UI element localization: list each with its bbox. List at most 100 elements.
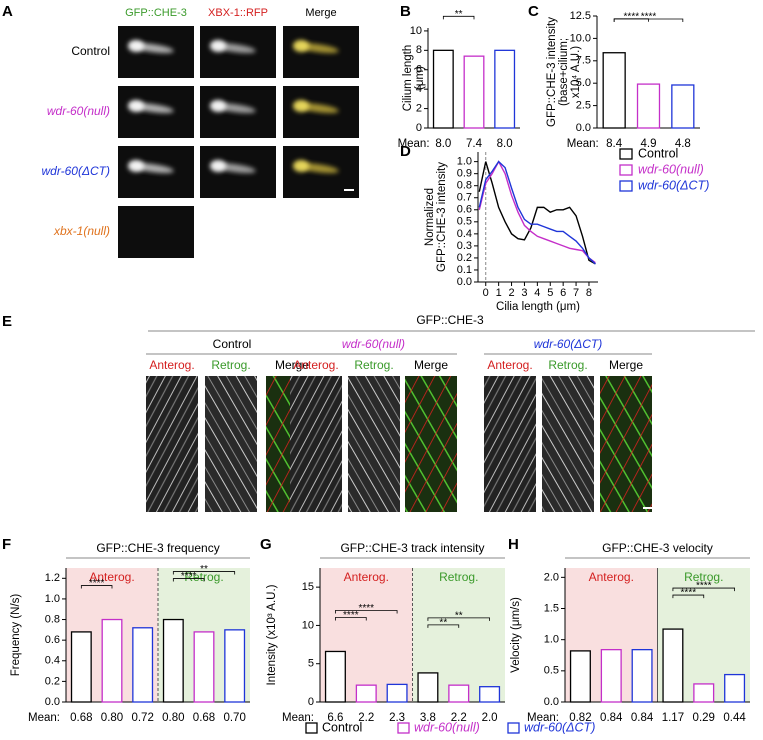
significance-label: ** bbox=[455, 611, 463, 622]
y-tick-label: 0.2 bbox=[45, 675, 60, 687]
y-tick-label: 1.5 bbox=[544, 602, 559, 614]
kymograph bbox=[484, 376, 536, 512]
bar bbox=[70, 631, 92, 703]
mean-value: 3.8 bbox=[420, 712, 436, 724]
legend-label: wdr-60(null) bbox=[638, 162, 704, 176]
mean-value: 0.29 bbox=[693, 712, 715, 724]
y-tick-label: 4 bbox=[416, 83, 422, 95]
y-tick-label: 0.0 bbox=[45, 696, 60, 708]
kymograph bbox=[146, 376, 198, 512]
legend-swatch bbox=[507, 722, 520, 734]
y-tick-label: 5.0 bbox=[576, 77, 591, 89]
series-line bbox=[478, 161, 596, 265]
x-tick-label: 2 bbox=[508, 287, 514, 299]
bar bbox=[324, 650, 346, 703]
group-label: Anterog. bbox=[344, 570, 389, 584]
mean-value: 8.4 bbox=[606, 138, 623, 150]
significance-label: **** bbox=[343, 610, 359, 621]
significance-label: **** bbox=[681, 588, 697, 599]
y-tick-label: 0.2 bbox=[457, 252, 472, 264]
significance-label: **** bbox=[181, 571, 197, 582]
column-header: Anterog. bbox=[487, 358, 532, 372]
y-tick-label: 0.0 bbox=[544, 696, 559, 708]
mean-value: 0.84 bbox=[631, 712, 654, 724]
kymograph bbox=[348, 376, 400, 512]
bar bbox=[693, 683, 715, 703]
y-tick-label: 1.0 bbox=[457, 156, 472, 168]
x-tick-label: 0 bbox=[483, 287, 489, 299]
legend-swatch bbox=[619, 164, 633, 176]
y-tick-label: 0 bbox=[308, 696, 314, 708]
significance-label: **** bbox=[696, 581, 712, 592]
series-line bbox=[478, 160, 596, 265]
y-tick-label: 1.0 bbox=[45, 593, 60, 605]
mean-value: 0.68 bbox=[193, 712, 215, 724]
bar bbox=[569, 650, 591, 703]
mean-value: 4.8 bbox=[675, 138, 691, 150]
y-tick-label: 0 bbox=[416, 122, 422, 134]
y-tick-label: 0.1 bbox=[457, 264, 472, 276]
mean-value: 0.80 bbox=[101, 712, 123, 724]
mean-value: 0.82 bbox=[569, 712, 591, 724]
bar bbox=[602, 52, 626, 129]
mean-value: 0.84 bbox=[600, 712, 623, 724]
bar bbox=[355, 684, 377, 703]
column-header: Retrog. bbox=[354, 358, 393, 372]
legend-swatch bbox=[397, 722, 410, 734]
x-tick-label: 1 bbox=[496, 287, 502, 299]
y-tick-label: 5 bbox=[308, 658, 314, 670]
kymograph-overlay bbox=[405, 376, 457, 512]
panel-letter: A bbox=[2, 3, 13, 20]
y-axis-label: (base+cilium; bbox=[558, 38, 570, 106]
mean-value: 2.3 bbox=[389, 712, 405, 724]
y-tick-label: 0.8 bbox=[45, 613, 60, 625]
y-tick-label: 0.5 bbox=[457, 216, 472, 228]
bar bbox=[724, 673, 746, 703]
column-header: Retrog. bbox=[211, 358, 250, 372]
legend-label: wdr-60(null) bbox=[414, 720, 480, 734]
panel-letter: E bbox=[2, 313, 12, 330]
row-label: xbx-1(null) bbox=[53, 224, 110, 238]
panel-letter: D bbox=[400, 143, 411, 160]
y-tick-label: 2 bbox=[416, 102, 422, 114]
y-tick-label: 6 bbox=[416, 64, 422, 76]
mean-value: 1.17 bbox=[662, 712, 684, 724]
bar bbox=[101, 618, 123, 703]
mean-label: Mean: bbox=[527, 712, 559, 724]
kymograph bbox=[290, 376, 342, 512]
mean-value: 0.70 bbox=[223, 712, 245, 724]
y-axis-label: Normalized bbox=[424, 188, 436, 246]
chart-title: GFP::CHE-3 frequency bbox=[96, 541, 219, 555]
x-tick-label: 4 bbox=[534, 287, 540, 299]
bar bbox=[132, 627, 154, 703]
group-label: Retrog. bbox=[439, 570, 478, 584]
row-label: wdr-60(null) bbox=[47, 104, 110, 118]
mean-value: 6.6 bbox=[327, 712, 343, 724]
y-tick-label: 0.5 bbox=[544, 665, 559, 677]
y-tick-label: 0.7 bbox=[457, 192, 472, 204]
mean-label: Mean: bbox=[28, 712, 60, 724]
significance-label: **** bbox=[89, 578, 105, 589]
chart-title: GFP::CHE-3 velocity bbox=[602, 541, 713, 555]
y-tick-label: 15 bbox=[302, 581, 314, 593]
column-header: XBX-1::RFP bbox=[208, 7, 268, 19]
column-header: Merge bbox=[275, 358, 309, 372]
y-axis-label: Cilium length bbox=[402, 45, 414, 111]
bar bbox=[671, 84, 695, 129]
panel-letter: C bbox=[528, 3, 539, 20]
significance-bracket bbox=[80, 585, 113, 589]
y-tick-label: 8 bbox=[416, 44, 422, 56]
legend-swatch bbox=[619, 180, 633, 192]
base-signal bbox=[128, 40, 144, 52]
y-axis-label: x10⁴ A.U.) bbox=[570, 46, 582, 98]
significance-label: ** bbox=[200, 564, 208, 575]
mean-label: Mean: bbox=[567, 138, 599, 150]
mean-value: 2.0 bbox=[482, 712, 498, 724]
mean-value: 7.4 bbox=[466, 138, 483, 150]
y-tick-label: 12.5 bbox=[570, 10, 591, 22]
legend-swatch bbox=[305, 722, 318, 734]
significance-bracket bbox=[427, 624, 460, 628]
significance-bracket bbox=[427, 617, 490, 621]
significance-bracket bbox=[442, 15, 475, 20]
